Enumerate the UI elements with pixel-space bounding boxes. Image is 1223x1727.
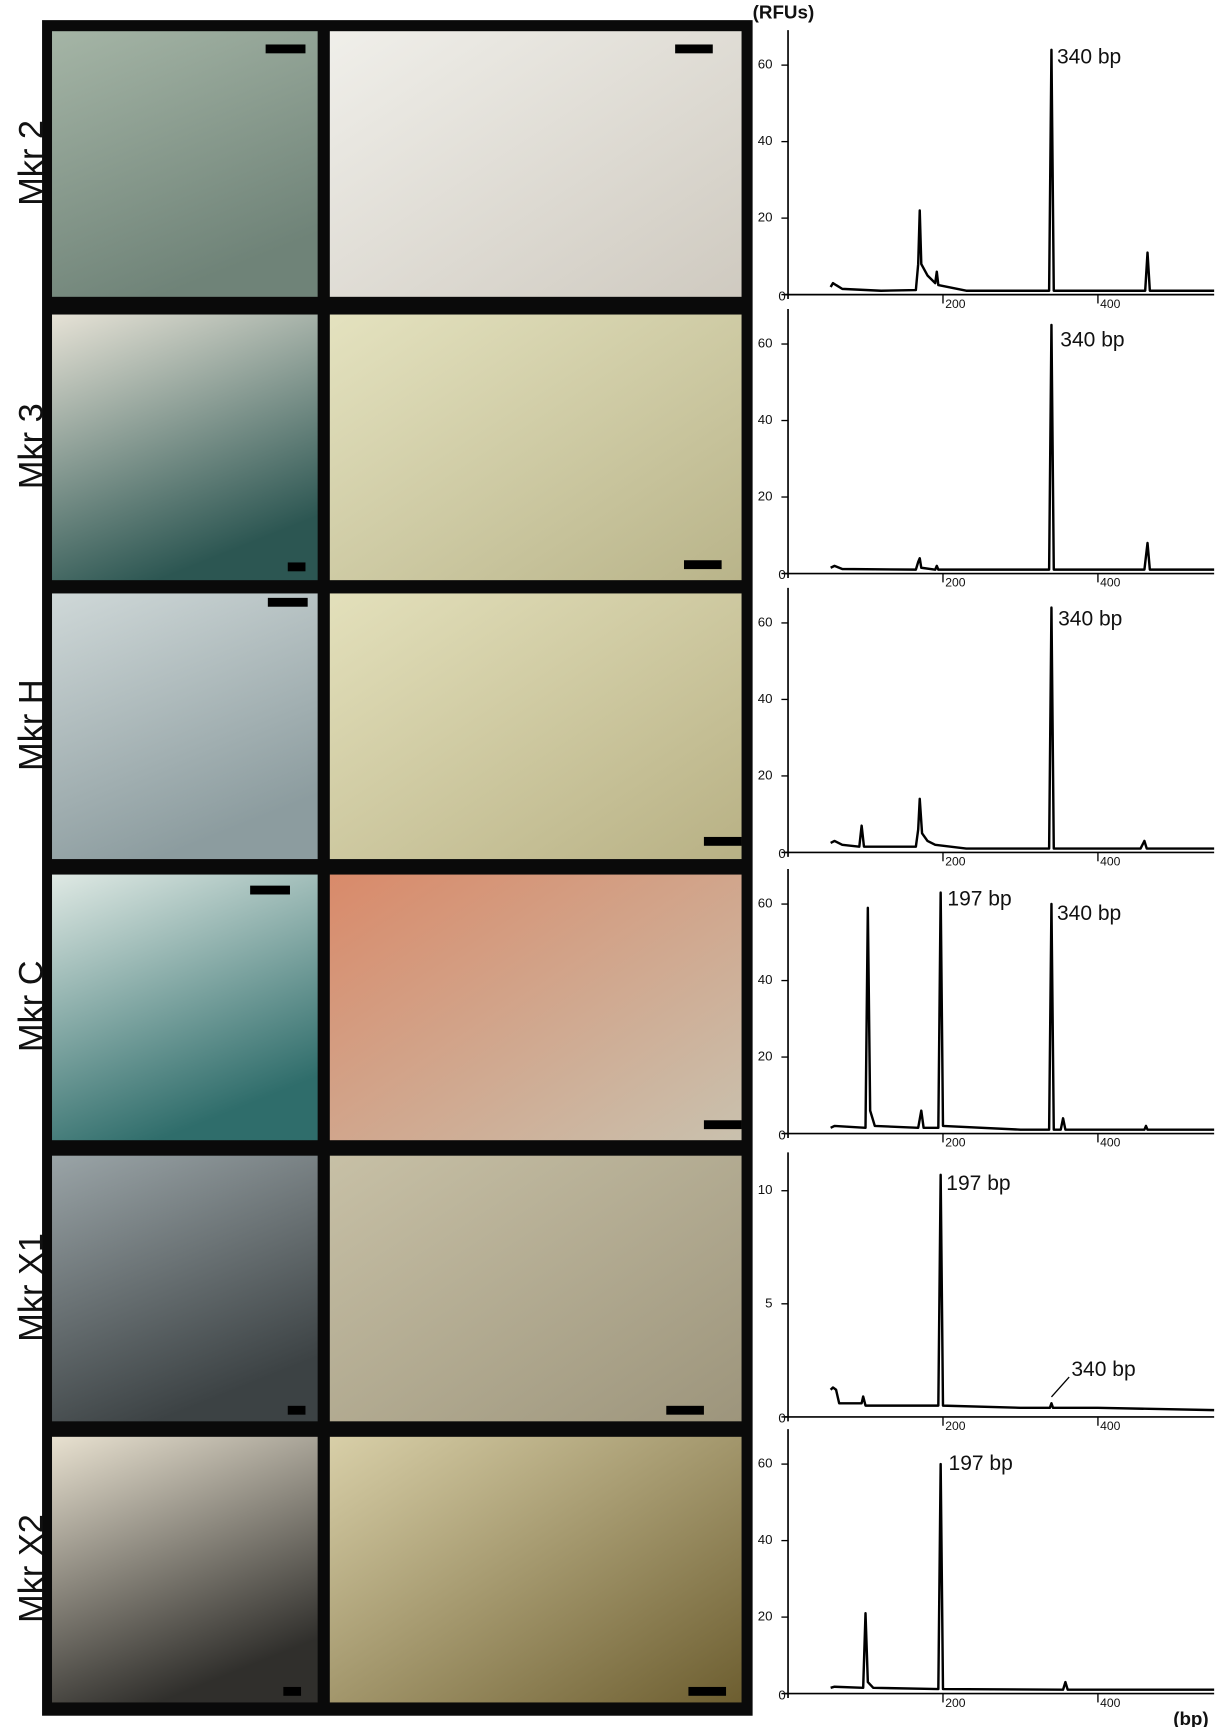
trace	[831, 1464, 1215, 1690]
x-tick-label: 200	[945, 576, 966, 590]
row-label: Mkr 2	[12, 120, 50, 206]
y-tick-label: 60	[758, 1456, 773, 1471]
photo	[52, 1437, 318, 1703]
row-label: Mkr X2	[12, 1514, 50, 1623]
peak-annotation: 197 bp	[947, 888, 1011, 911]
y-tick-label: 0	[778, 288, 785, 303]
y-tick-label: 40	[758, 1532, 773, 1547]
y-tick-label: 0	[778, 1687, 785, 1702]
y-tick-label: 40	[758, 133, 773, 148]
photo	[52, 1156, 318, 1422]
trace	[831, 325, 1215, 570]
photo	[330, 31, 742, 297]
page: {"y_axis_label": "(RFUs)", "x_axis_label…	[0, 0, 1223, 1727]
y-tick-label: 60	[758, 336, 773, 351]
y-tick-label: 20	[758, 767, 773, 782]
photo	[330, 1156, 742, 1422]
y-tick-label: 20	[758, 1609, 773, 1624]
row-label: Mkr X1	[12, 1233, 50, 1342]
scale-bar	[266, 44, 306, 53]
photo	[330, 593, 742, 859]
y-tick-label: 0	[778, 567, 785, 582]
y-tick-label: 20	[758, 1049, 773, 1064]
peak-annotation: 197 bp	[949, 1452, 1013, 1475]
y-tick-label: 40	[758, 972, 773, 987]
photo	[52, 593, 318, 859]
y-tick-label: 40	[758, 691, 773, 706]
scale-bar	[688, 1687, 726, 1696]
x-tick-label: 400	[1100, 855, 1121, 869]
leader-line	[1051, 1377, 1069, 1397]
scale-bar	[704, 1120, 742, 1129]
row-label: Mkr H	[12, 679, 50, 770]
x-axis-title: (bp)	[1173, 1708, 1208, 1727]
x-tick-label: 200	[945, 1696, 966, 1710]
y-tick-label: 20	[758, 210, 773, 225]
peak-annotation: 340 bp	[1057, 45, 1121, 68]
peak-annotation: 340 bp	[1060, 329, 1124, 352]
scale-bar	[268, 598, 308, 607]
photo	[52, 875, 318, 1141]
scale-bar	[288, 562, 306, 571]
y-tick-label: 60	[758, 614, 773, 629]
photo	[330, 1437, 742, 1703]
peak-annotation: 340 bp	[1071, 1358, 1135, 1381]
peak-annotation: 197 bp	[946, 1172, 1010, 1195]
y-tick-label: 40	[758, 412, 773, 427]
scale-bar	[288, 1406, 306, 1415]
y-tick-label: 0	[778, 1411, 785, 1426]
trace	[831, 608, 1215, 849]
photo	[52, 315, 318, 581]
row-label: Mkr 3	[12, 403, 50, 489]
y-tick-label: 0	[778, 1127, 785, 1142]
row-label: Mkr C	[12, 961, 50, 1052]
y-tick-label: 10	[758, 1182, 773, 1197]
x-tick-label: 200	[945, 855, 966, 869]
y-axis-title: (RFUs)	[753, 1, 815, 22]
x-tick-label: 400	[1100, 1696, 1121, 1710]
scale-bar	[250, 886, 290, 895]
peak-annotation: 340 bp	[1057, 902, 1121, 925]
x-tick-label: 200	[945, 297, 966, 311]
scale-bar	[684, 560, 722, 569]
x-tick-label: 400	[1100, 1136, 1121, 1150]
y-tick-label: 0	[778, 846, 785, 861]
y-tick-label: 60	[758, 896, 773, 911]
photo	[330, 315, 742, 581]
peak-annotation: 340 bp	[1058, 608, 1122, 631]
scale-bar	[675, 44, 713, 53]
x-tick-label: 200	[945, 1136, 966, 1150]
scale-bar	[283, 1687, 301, 1696]
photo	[330, 875, 742, 1141]
photo	[52, 31, 318, 297]
x-tick-label: 400	[1100, 1419, 1121, 1433]
x-tick-label: 400	[1100, 576, 1121, 590]
trace	[831, 50, 1215, 291]
y-tick-label: 60	[758, 57, 773, 72]
y-tick-label: 20	[758, 489, 773, 504]
scale-bar	[704, 837, 742, 846]
scale-bar	[666, 1406, 704, 1415]
trace	[831, 1175, 1215, 1410]
y-tick-label: 5	[765, 1295, 772, 1310]
x-tick-label: 200	[945, 1419, 966, 1433]
x-tick-label: 400	[1100, 297, 1121, 311]
trace	[831, 893, 1215, 1130]
figure: (RFUs) (bp) Mkr 20204060200400340 bpMkr …	[0, 0, 1223, 1727]
